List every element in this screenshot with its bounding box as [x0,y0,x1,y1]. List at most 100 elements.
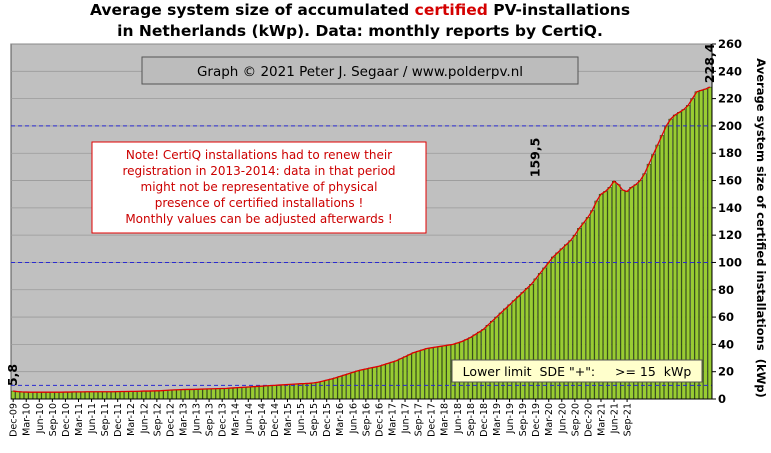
bar [80,391,85,400]
y-tick-label: 200 [718,119,742,133]
bar [128,391,133,400]
bar [241,387,247,400]
bar [385,363,390,400]
bar [285,384,290,400]
bar [372,366,377,400]
lower-limit-frame [451,359,703,383]
value-annotations: 5,8 159,5 228,4 [5,43,717,386]
bar [363,368,368,400]
reference-lines [11,125,712,386]
y-tick-label: 60 [718,310,734,324]
bar [681,109,686,400]
x-tick-label: Sep-10 [48,403,59,436]
title-text: Average system size of accumulated [89,1,415,19]
bar [98,391,103,400]
y-tick-label: 20 [718,365,734,379]
x-tick-label: Mar-19 [492,403,503,436]
bar [272,385,277,400]
title-line-1: Average system size of accumulated certi… [0,0,720,21]
x-tick-label: Jun-19 [505,403,516,434]
x-tick-label: Dec-13 [218,403,229,437]
bar [93,391,98,400]
bar [389,361,395,400]
bar [429,347,434,400]
x-tick-label: Dec-09 [9,403,20,437]
bar [54,391,59,400]
bar [254,386,260,400]
trend-line [13,86,711,393]
y-tick-label: 0 [718,392,726,406]
x-tick-label: Mar-21 [596,403,607,436]
x-tick-label: Sep-18 [466,403,477,436]
x-tick-label: Mar-18 [440,403,451,436]
x-tick-label: Jun-11 [87,403,98,434]
bar [416,350,421,400]
bar [11,390,16,400]
chart-title: Average system size of accumulated certi… [0,0,720,42]
bar [407,354,412,400]
bar [32,391,38,400]
bar [50,391,55,400]
x-tick-label: Sep-19 [518,403,529,436]
bar [672,114,678,400]
bar [124,391,129,400]
bar [106,391,112,400]
x-tick-label: Mar-16 [335,403,346,436]
x-tick-label: Jun-21 [610,403,621,434]
bar [437,346,442,400]
x-tick-label: Sep-21 [623,403,634,436]
bar [67,391,72,400]
bar [276,384,281,400]
x-tick-label: Mar-12 [126,403,137,436]
x-tick-label: Jun-18 [453,403,464,434]
value-annotation: 159,5 [528,138,543,178]
bar [111,391,116,400]
bar [659,135,665,400]
x-tick-label: Mar-14 [231,403,242,436]
bar [45,391,51,400]
bar [185,389,190,400]
bar [176,389,181,400]
x-tick-label: Jun-20 [557,403,568,434]
x-tick-label: Jun-15 [296,403,307,434]
bar [233,387,238,400]
bar [677,112,682,400]
bar [337,376,342,400]
x-tick-label: Dec-12 [165,403,176,437]
bar [115,391,120,400]
x-tick-label: Jun-12 [139,403,150,434]
y-tick-label: 220 [718,92,742,106]
bar [324,379,329,400]
copyright-box: Graph © 2021 Peter J. Segaar / www.polde… [141,56,579,85]
bar [402,356,408,400]
bar [511,300,516,400]
bar [446,344,451,400]
bar [28,391,33,400]
bar [224,388,229,400]
x-tick-label: Dec-19 [531,403,542,437]
bar [119,391,125,400]
bar [202,388,207,400]
title-text-end: PV-installations [487,1,631,19]
bar [85,391,90,400]
bar [520,292,525,400]
bar [346,373,351,400]
bar [76,391,81,400]
x-tick-label: Sep-17 [414,403,425,436]
bar [41,391,46,400]
bar [368,367,373,400]
bar [315,381,321,400]
bar [63,391,68,400]
bar [685,105,691,400]
x-axis: Dec-09 Mar-10 Jun-10 Sep-10 Dec-10 Mar-11 Jun-… [9,398,712,437]
x-tick-label: Sep-11 [100,403,111,436]
value-annotation: 228,4 [702,43,717,83]
bar [333,377,338,400]
bar [154,390,159,400]
y-tick-label: 120 [718,228,742,242]
x-tick-label: Jun-13 [192,403,203,434]
x-tick-label: Sep-12 [152,403,163,436]
x-tick-label: Sep-14 [257,403,268,436]
bar [250,386,255,400]
bar [267,385,273,400]
